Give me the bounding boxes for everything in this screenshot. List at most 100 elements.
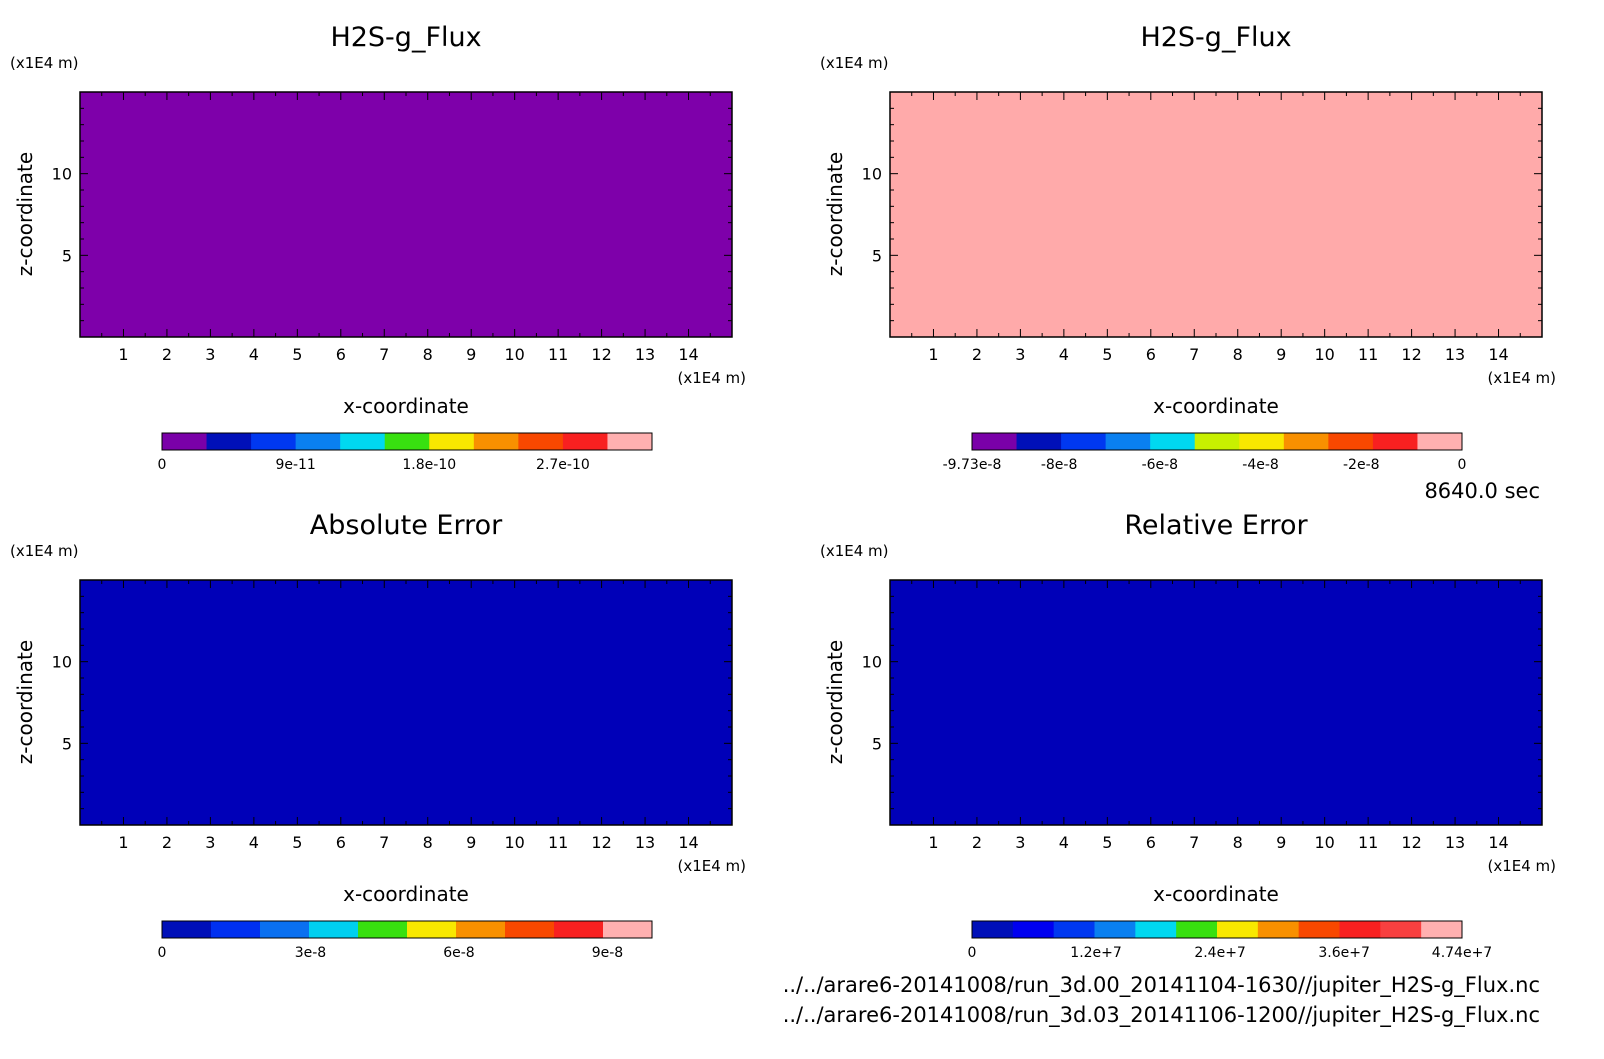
- file-path-2: ../../arare6-20141008/run_3d.03_20141106…: [783, 1003, 1540, 1028]
- x-tick-label: 13: [635, 833, 655, 852]
- x-tick-label: 2: [972, 833, 982, 852]
- y-unit-label: (x1E4 m): [10, 54, 79, 72]
- colorbar-segment: [1372, 433, 1418, 450]
- x-tick-label: 14: [1488, 833, 1508, 852]
- colorbar-segment: [1105, 433, 1151, 450]
- x-tick-label: 9: [466, 345, 476, 364]
- colorbar-frame: [971, 920, 1463, 939]
- colorbar-tick-label: -8e-8: [1041, 457, 1078, 473]
- time-label: 8640.0 sec: [1424, 479, 1540, 503]
- colorbar-segment: [309, 921, 359, 938]
- x-tick-label: 4: [1059, 345, 1069, 364]
- x-tick-label: 4: [249, 345, 259, 364]
- heatmap-field: [79, 91, 733, 338]
- colorbar-segment: [603, 921, 653, 938]
- x-tick-label: 2: [162, 833, 172, 852]
- x-tick-label: 3: [205, 833, 215, 852]
- y-axis-label: z-coordinate: [13, 152, 37, 276]
- x-unit-label: (x1E4 m): [677, 857, 746, 875]
- x-tick-label: 2: [972, 345, 982, 364]
- colorbar-tick-label: 0: [1458, 457, 1467, 473]
- panel-title: H2S-g_Flux: [1140, 22, 1291, 53]
- x-tick-label: 6: [1146, 345, 1156, 364]
- colorbar-segment: [1016, 433, 1062, 450]
- colorbar-segment: [251, 433, 297, 450]
- x-tick-label: 11: [1358, 833, 1378, 852]
- x-tick-label: 12: [591, 833, 611, 852]
- colorbar-frame: [971, 432, 1463, 451]
- colorbar-segment: [1421, 921, 1463, 938]
- y-axis-label: z-coordinate: [823, 640, 847, 764]
- y-tick-label: 5: [62, 734, 72, 753]
- colorbar-segment: [206, 433, 252, 450]
- x-tick-label: 7: [379, 345, 389, 364]
- x-tick-label: 6: [336, 345, 346, 364]
- x-axis-label: x-coordinate: [343, 882, 469, 906]
- x-tick-label: 5: [1102, 833, 1112, 852]
- file-path-1: ../../arare6-20141008/run_3d.00_20141104…: [783, 973, 1540, 998]
- y-tick-label: 5: [872, 734, 882, 753]
- colorbar-segment: [358, 921, 408, 938]
- y-tick-label: 5: [62, 246, 72, 265]
- x-tick-label: 6: [1146, 833, 1156, 852]
- y-unit-label: (x1E4 m): [820, 542, 889, 560]
- x-tick-label: 1: [118, 833, 128, 852]
- x-tick-label: 10: [504, 345, 524, 364]
- colorbar-segment: [518, 433, 564, 450]
- panel-title: Absolute Error: [310, 510, 503, 541]
- colorbar-segment: [211, 921, 261, 938]
- colorbar-segment: [384, 433, 430, 450]
- colorbar-segment: [972, 921, 1014, 938]
- panel-title: H2S-g_Flux: [330, 22, 481, 53]
- x-tick-label: 7: [1189, 345, 1199, 364]
- x-tick-label: 5: [1102, 345, 1112, 364]
- colorbar-segment: [1298, 921, 1340, 938]
- colorbar-segment: [1194, 433, 1240, 450]
- colorbar-tick-label: -9.73e-8: [943, 457, 1002, 473]
- colorbar-segment: [554, 921, 604, 938]
- x-tick-label: 10: [1314, 833, 1334, 852]
- colorbar-segment: [505, 921, 555, 938]
- x-tick-label: 12: [1401, 345, 1421, 364]
- panel-1: H2S-g_Flux (x1E4 m) z-coordinate 1 2 3 4 5 6 7 8 9 1…: [10, 22, 746, 473]
- colorbar-segment: [1053, 921, 1095, 938]
- heatmap-field: [79, 579, 733, 826]
- colorbar-tick-label: 0: [158, 457, 167, 473]
- colorbar-segment: [1328, 433, 1374, 450]
- x-unit-label: (x1E4 m): [1487, 857, 1556, 875]
- colorbar-segment: [1135, 921, 1177, 938]
- colorbar-tick-label: 9e-11: [275, 457, 315, 473]
- x-tick-label: 8: [423, 833, 433, 852]
- colorbar-tick-label: 3.6e+7: [1318, 945, 1370, 961]
- y-tick-label: 5: [872, 246, 882, 265]
- x-tick-label: 8: [423, 345, 433, 364]
- x-tick-label: 5: [292, 345, 302, 364]
- colorbar-segment: [429, 433, 475, 450]
- x-tick-label: 14: [1488, 345, 1508, 364]
- colorbar-segment: [562, 433, 608, 450]
- colorbar-tick-label: -4e-8: [1242, 457, 1279, 473]
- colorbar-segment: [1283, 433, 1329, 450]
- colorbar-segment: [260, 921, 310, 938]
- x-tick-label: 3: [205, 345, 215, 364]
- x-tick-label: 1: [928, 833, 938, 852]
- colorbar-tick-label: 3e-8: [295, 945, 326, 961]
- colorbar-segment: [340, 433, 386, 450]
- x-tick-label: 4: [1059, 833, 1069, 852]
- y-tick-label: 10: [52, 165, 72, 184]
- colorbar-segment: [1176, 921, 1218, 938]
- x-tick-label: 13: [635, 345, 655, 364]
- x-tick-label: 10: [504, 833, 524, 852]
- colorbar-tick-label: 0: [158, 945, 167, 961]
- x-tick-label: 12: [591, 345, 611, 364]
- y-unit-label: (x1E4 m): [10, 542, 79, 560]
- x-tick-label: 14: [678, 345, 698, 364]
- y-tick-label: 10: [862, 165, 882, 184]
- x-tick-label: 3: [1015, 833, 1025, 852]
- colorbar-tick-label: -2e-8: [1343, 457, 1380, 473]
- colorbar-tick-label: 2.4e+7: [1194, 945, 1246, 961]
- colorbar-segment: [1257, 921, 1300, 938]
